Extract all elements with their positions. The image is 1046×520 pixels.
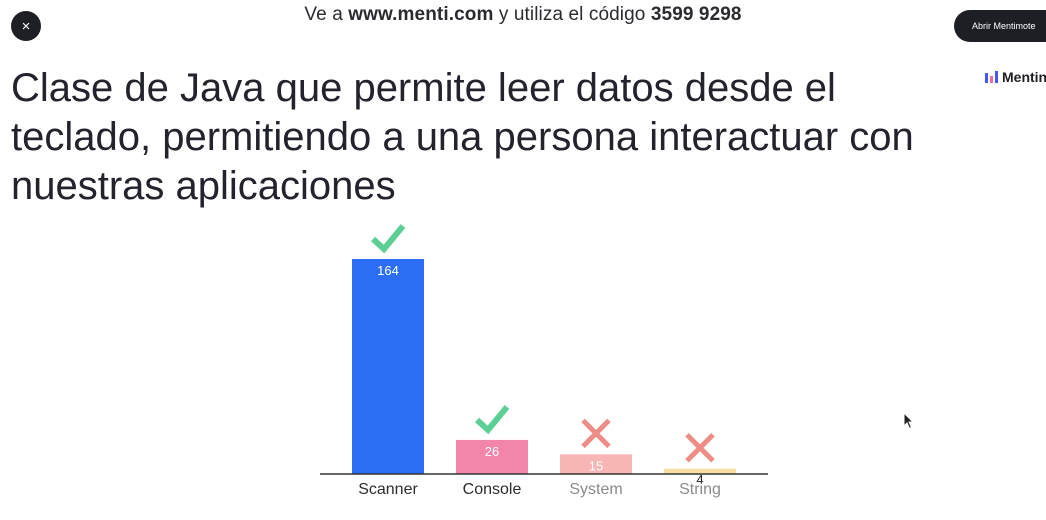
join-middle: y utiliza el código xyxy=(498,4,646,25)
open-mentimote-label: Abrir Mentimote xyxy=(972,21,1036,31)
join-code: 3599 9298 xyxy=(650,4,742,25)
category-label: Scanner xyxy=(358,481,418,498)
brand-label: Mentin xyxy=(1002,69,1046,85)
join-instructions: Ve a www.menti.com y utiliza el código 3… xyxy=(0,4,1046,26)
open-mentimote-button[interactable]: Abrir Mentimote xyxy=(954,10,1046,42)
question-title: Clase de Java que permite leer datos des… xyxy=(11,66,914,208)
bar-value-label: 26 xyxy=(485,444,499,459)
bar-string xyxy=(664,468,736,474)
close-button[interactable]: × xyxy=(11,11,41,41)
correct-check-icon xyxy=(370,224,406,254)
mouse-cursor-icon xyxy=(903,412,915,430)
bar-value-label: 15 xyxy=(589,458,603,473)
category-label: Console xyxy=(463,481,522,498)
join-url[interactable]: www.menti.com xyxy=(348,4,494,25)
bar-console xyxy=(456,439,528,474)
close-icon: × xyxy=(21,17,31,35)
incorrect-cross-icon xyxy=(581,418,611,449)
bar-system xyxy=(560,454,632,474)
join-prefix: Ve a xyxy=(304,4,343,25)
incorrect-cross-icon xyxy=(685,432,715,463)
mentimeter-logo: Mentin xyxy=(985,69,1046,85)
bar-value-label: 164 xyxy=(377,263,399,278)
bar-value-label: 4 xyxy=(696,472,703,487)
correct-check-icon xyxy=(474,405,510,435)
category-label: System xyxy=(569,481,622,498)
bar-scanner xyxy=(352,259,424,474)
mentimeter-logo-icon xyxy=(985,71,998,83)
category-label: String xyxy=(679,481,721,498)
